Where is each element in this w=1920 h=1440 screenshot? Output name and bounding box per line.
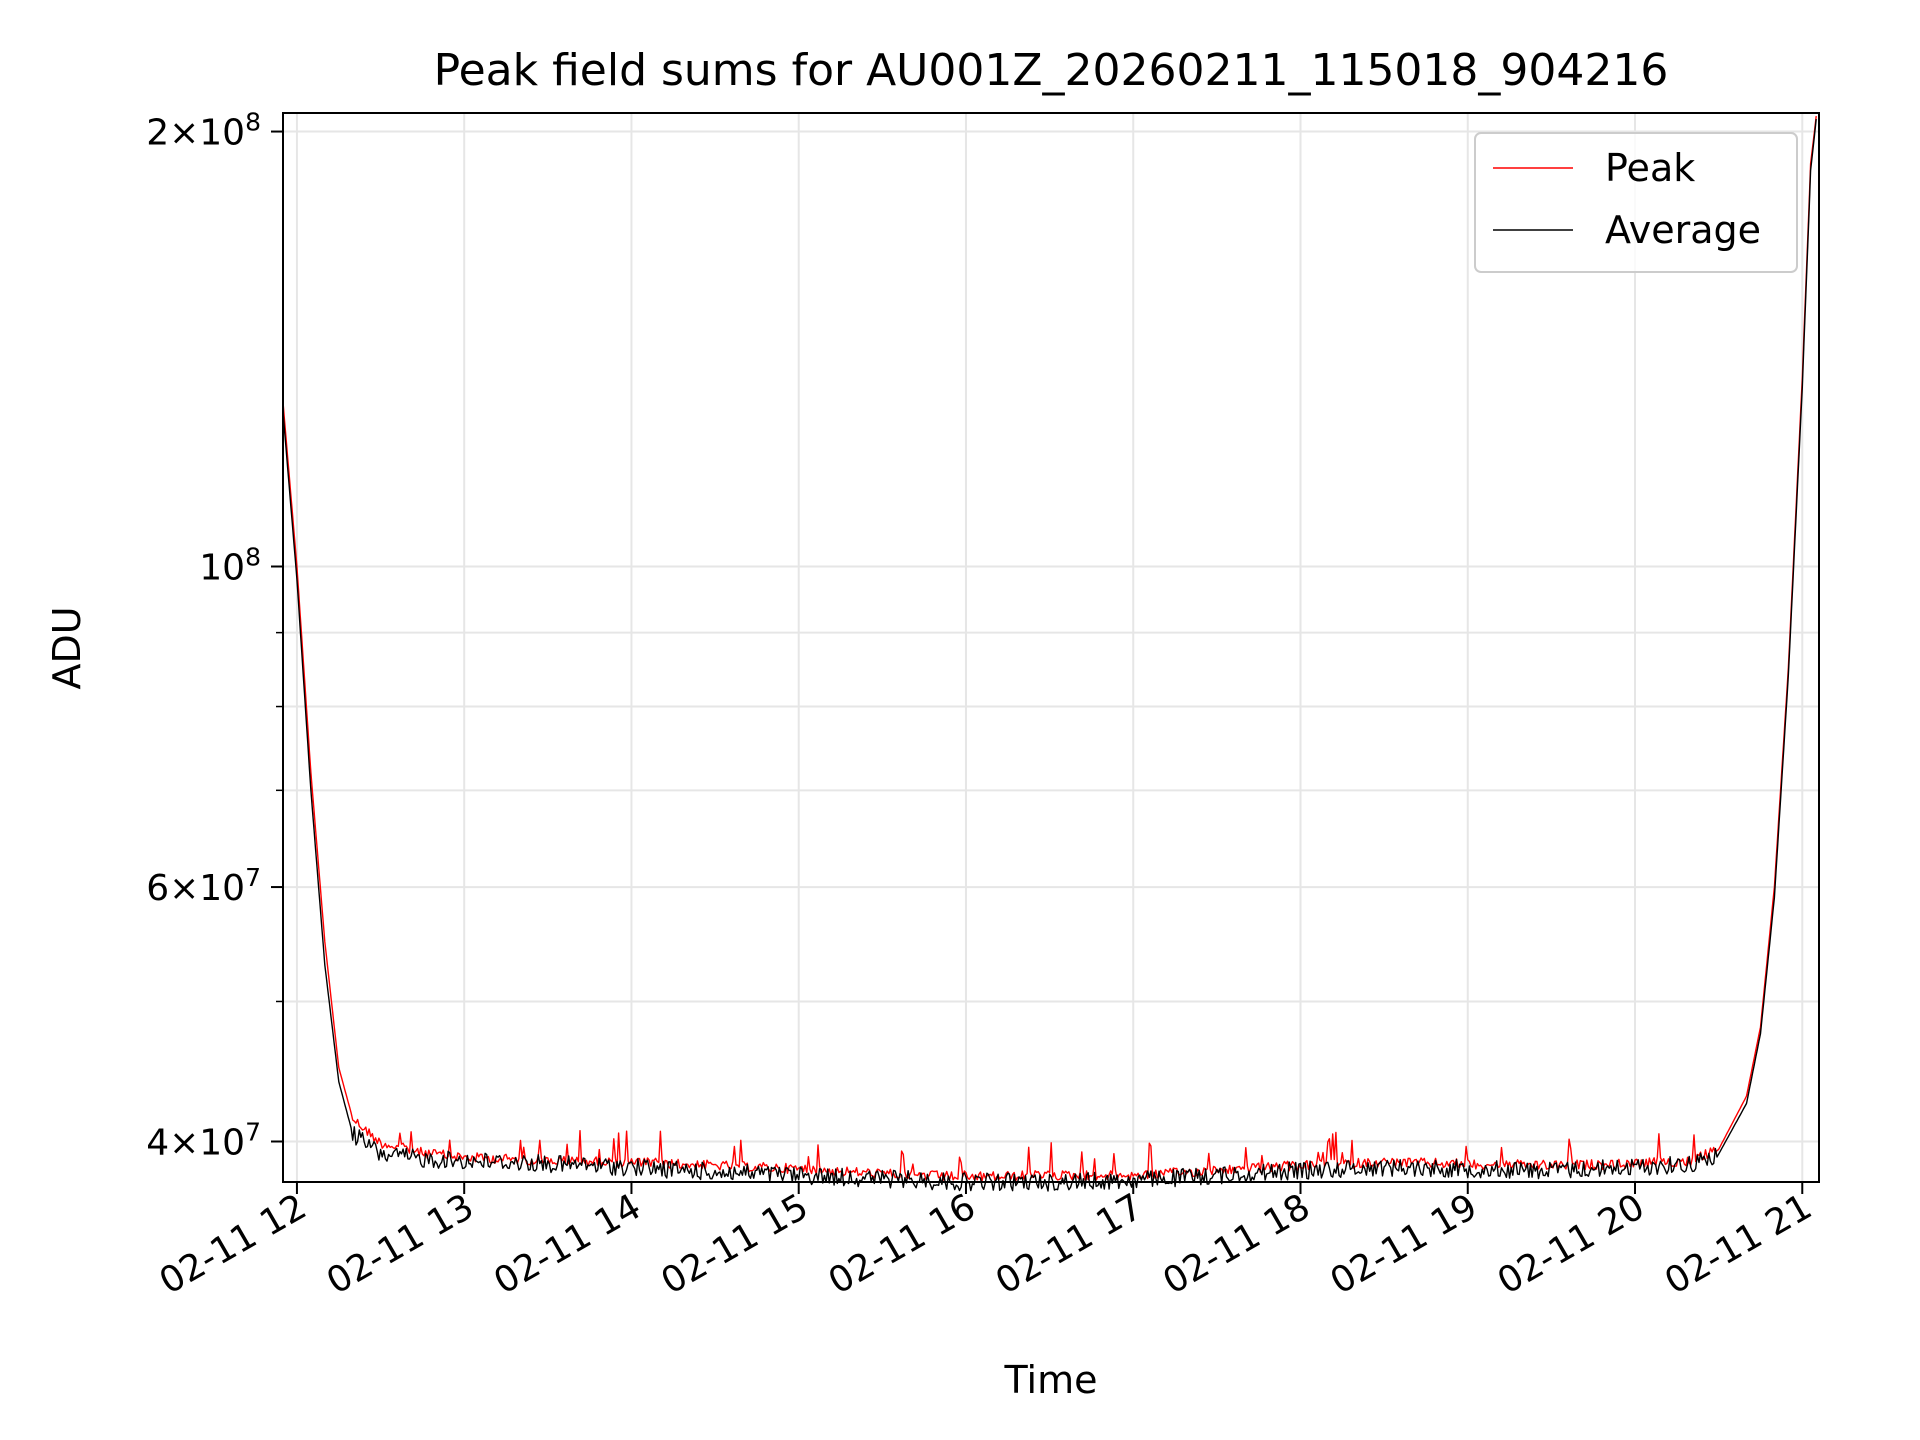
- y-tick-label: 4×107: [146, 1117, 261, 1164]
- y-tick-label: 6×107: [146, 863, 261, 910]
- legend: Peak Average: [1474, 132, 1798, 273]
- chart-title: Peak field sums for AU001Z_20260211_1150…: [434, 45, 1669, 96]
- x-axis-label: Time: [1004, 1358, 1098, 1402]
- legend-label-average: Average: [1605, 208, 1761, 252]
- y-tick-label: 2×108: [146, 107, 261, 154]
- y-tick-label: 108: [199, 542, 261, 589]
- y-axis: 4×107 6×107 108 2×108: [146, 107, 283, 1164]
- y-axis-label: ADU: [45, 606, 89, 689]
- plot-area-frame: [282, 112, 1820, 1183]
- grid-lines: [283, 113, 1819, 1182]
- legend-label-peak: Peak: [1605, 146, 1695, 190]
